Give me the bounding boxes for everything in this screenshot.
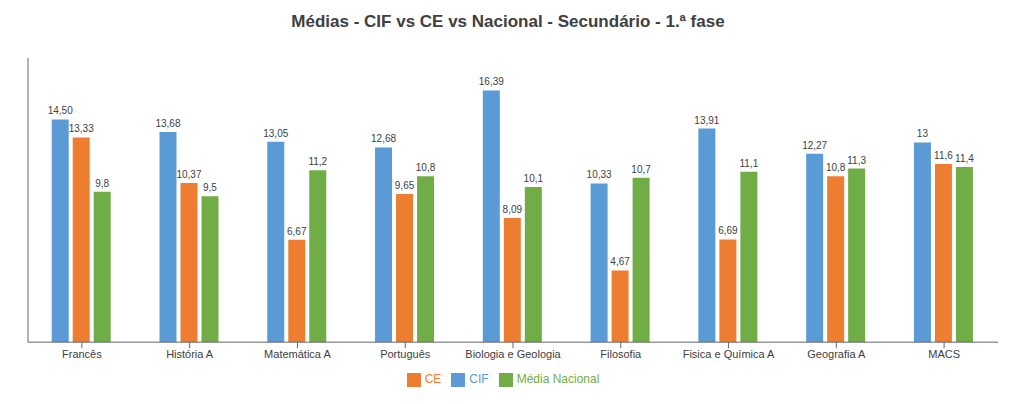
svg-text:9,8: 9,8 [95,178,109,189]
svg-text:História A: História A [166,348,214,360]
svg-text:13,05: 13,05 [263,128,288,139]
svg-text:13,91: 13,91 [694,115,719,126]
svg-text:12,27: 12,27 [802,140,827,151]
svg-text:4,67: 4,67 [610,256,630,267]
html-text:CE: CE [424,372,442,387]
svg-text:14,50: 14,50 [48,105,73,116]
html-text:Médias - CIF vs CE vs Nacional: Médias - CIF vs CE vs Nacional - Secundá… [291,12,725,31]
svg-text:10,37: 10,37 [176,169,201,180]
svg-text:Geografia A: Geografia A [807,348,866,360]
svg-text:16,39: 16,39 [479,76,504,87]
svg-text:9,65: 9,65 [395,180,415,191]
svg-text:11,3: 11,3 [847,155,866,166]
svg-text:10,33: 10,33 [587,169,612,180]
svg-text:Francês: Francês [62,348,102,360]
svg-text:Filosofia: Filosofia [600,348,642,360]
svg-text:11,6: 11,6 [934,150,953,161]
svg-text:13,68: 13,68 [155,118,180,129]
svg-text:6,67: 6,67 [287,226,307,237]
svg-text:9,5: 9,5 [203,182,217,193]
svg-text:MACS: MACS [928,348,960,360]
svg-text:12,68: 12,68 [371,133,396,144]
svg-text:6,69: 6,69 [718,225,738,236]
html-text:Média Nacional: Média Nacional [516,372,600,387]
svg-text:10,8: 10,8 [826,162,846,173]
svg-text:Fisica e Química A: Fisica e Química A [683,348,775,360]
svg-text:11,1: 11,1 [740,158,759,169]
html-text:CIF: CIF [469,372,489,387]
svg-text:11,2: 11,2 [308,156,327,167]
svg-text:10,1: 10,1 [524,173,544,184]
svg-text:10,7: 10,7 [631,164,651,175]
svg-text:Matemática A: Matemática A [264,348,331,360]
svg-text:Biologia e Geologia: Biologia e Geologia [465,348,561,360]
svg-text:8,09: 8,09 [503,204,523,215]
svg-text:Português: Português [380,348,431,360]
svg-text:11,4: 11,4 [955,153,974,164]
svg-text:13: 13 [917,128,929,139]
svg-text:10,8: 10,8 [416,162,436,173]
svg-text:13,33: 13,33 [69,123,94,134]
